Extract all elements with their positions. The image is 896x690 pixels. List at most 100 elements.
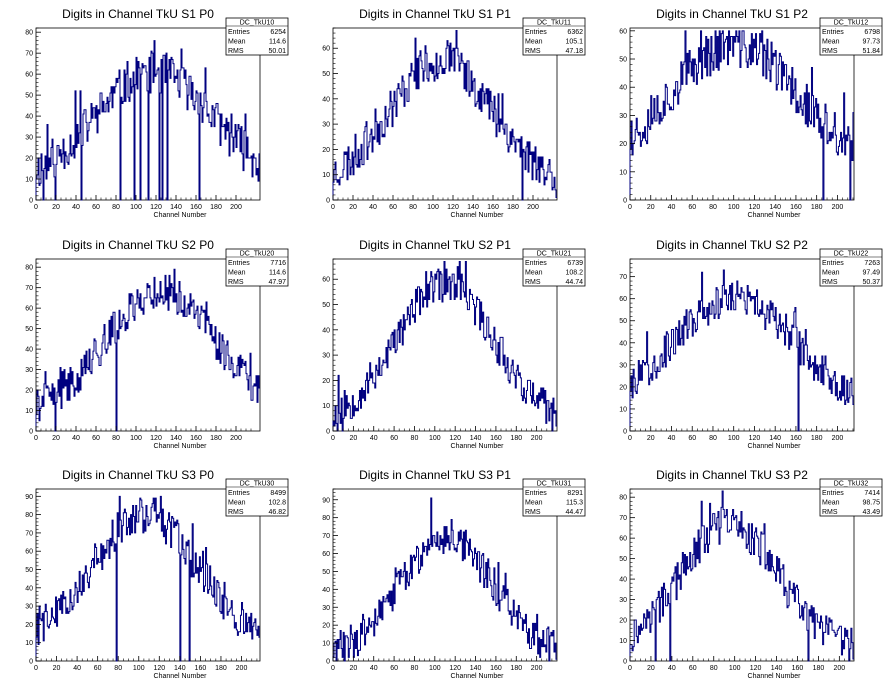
x-tick-label: 200 <box>834 665 846 672</box>
y-tick-label: 70 <box>619 515 627 522</box>
x-tick-label: 180 <box>811 204 823 211</box>
y-tick-label: 0 <box>326 198 330 205</box>
y-tick-label: 10 <box>25 640 33 647</box>
y-tick-label: 0 <box>29 198 33 205</box>
histogram-series <box>629 269 854 432</box>
stats-label: Entries <box>822 490 844 497</box>
stats-value: 98.75 <box>862 500 880 507</box>
y-tick-label: 60 <box>25 549 33 556</box>
y-tick-label: 0 <box>623 198 627 205</box>
stats-name: DC_TkU32 <box>834 481 869 488</box>
stats-label: Entries <box>228 490 250 497</box>
x-tick-label: 140 <box>771 665 783 672</box>
stats-value: 46.82 <box>268 509 286 516</box>
y-tick-label: 0 <box>623 429 627 436</box>
x-tick-label: 20 <box>52 204 60 211</box>
x-tick-label: 20 <box>647 435 655 442</box>
stats-value: 97.73 <box>862 39 880 46</box>
x-axis-label: Channel Number <box>748 443 802 450</box>
stats-value: 7414 <box>864 490 880 497</box>
y-tick-label: 20 <box>25 156 33 163</box>
y-tick-label: 20 <box>619 618 627 625</box>
chart-title: Digits in Channel TkU S3 P0 <box>62 468 214 482</box>
stats-value: 6798 <box>864 29 880 36</box>
plot-frame <box>629 27 855 201</box>
x-tick-label: 0 <box>331 665 335 672</box>
y-tick-label: 40 <box>322 96 330 103</box>
x-tick-label: 80 <box>710 665 718 672</box>
x-tick-label: 180 <box>215 665 227 672</box>
y-tick-label: 40 <box>619 85 627 92</box>
y-tick-label: 50 <box>619 57 627 64</box>
stats-label: RMS <box>525 48 541 55</box>
plot-frame <box>629 258 855 432</box>
stats-label: RMS <box>228 48 244 55</box>
y-tick-label: 40 <box>25 114 33 121</box>
y-tick-label: 50 <box>322 71 330 78</box>
x-tick-label: 200 <box>230 435 242 442</box>
x-tick-label: 60 <box>688 435 696 442</box>
x-tick-label: 180 <box>507 204 519 211</box>
x-tick-label: 200 <box>230 204 242 211</box>
y-tick-label: 70 <box>619 274 627 281</box>
y-tick-label: 50 <box>25 567 33 574</box>
stats-value: 7716 <box>270 260 286 267</box>
chart-title: Digits in Channel TkU S3 P1 <box>359 468 511 482</box>
x-tick-label: 40 <box>369 204 377 211</box>
stats-label: Entries <box>822 260 844 267</box>
x-tick-label: 160 <box>195 665 207 672</box>
stats-value: 6254 <box>270 29 286 36</box>
chart-title: Digits in Channel TkU S1 P0 <box>62 7 214 21</box>
stats-value: 47.18 <box>565 48 583 55</box>
x-tick-label: 40 <box>668 204 676 211</box>
stats-label: Entries <box>525 260 547 267</box>
y-tick-label: 20 <box>619 384 627 391</box>
stats-value: 8291 <box>567 490 583 497</box>
x-axis-label: Channel Number <box>154 443 208 450</box>
x-tick-label: 40 <box>668 435 676 442</box>
y-tick-label: 80 <box>25 265 33 272</box>
x-tick-label: 160 <box>190 204 202 211</box>
y-tick-label: 60 <box>25 306 33 313</box>
stats-name: DC_TkU20 <box>240 251 275 258</box>
y-tick-label: 30 <box>322 122 330 129</box>
stats-label: RMS <box>525 279 541 286</box>
y-tick-label: 90 <box>322 497 330 504</box>
x-tick-label: 60 <box>390 435 398 442</box>
y-tick-label: 10 <box>619 169 627 176</box>
y-tick-label: 10 <box>25 177 33 184</box>
y-tick-label: 40 <box>619 340 627 347</box>
x-axis-label: Channel Number <box>451 443 505 450</box>
x-tick-label: 60 <box>389 204 397 211</box>
y-tick-label: 30 <box>322 353 330 360</box>
y-tick-label: 80 <box>25 30 33 37</box>
stats-box <box>819 478 883 517</box>
y-tick-label: 30 <box>619 362 627 369</box>
x-axis-label: Channel Number <box>451 673 505 680</box>
stats-value: 44.74 <box>565 279 583 286</box>
stats-label: RMS <box>822 509 838 516</box>
stats-name: DC_TkU12 <box>834 20 869 27</box>
histogram-panel: Digits in Channel TkU S1 P10 20 40 60 80 100 1… <box>322 7 586 219</box>
x-tick-label: 0 <box>34 665 38 672</box>
stats-label: Entries <box>822 29 844 36</box>
x-tick-label: 140 <box>769 435 781 442</box>
histogram-series <box>629 490 854 662</box>
stats-box <box>819 17 883 56</box>
histogram-series <box>629 30 854 201</box>
y-tick-label: 40 <box>322 327 330 334</box>
stats-label: Mean <box>228 270 246 277</box>
x-tick-label: 60 <box>390 665 398 672</box>
x-tick-label: 60 <box>688 204 696 211</box>
stats-name: DC_TkU21 <box>537 251 572 258</box>
x-tick-label: 80 <box>409 204 417 211</box>
x-tick-label: 60 <box>94 665 102 672</box>
y-tick-label: 20 <box>322 623 330 630</box>
x-tick-label: 200 <box>236 665 248 672</box>
chart-title: Digits in Channel TkU S1 P1 <box>359 7 511 21</box>
y-tick-label: 30 <box>25 367 33 374</box>
y-tick-label: 10 <box>619 406 627 413</box>
y-tick-label: 50 <box>25 326 33 333</box>
histogram-panel: Digits in Channel TkU S1 P20 20 40 60 80 100 1… <box>619 7 883 219</box>
y-tick-label: 50 <box>619 556 627 563</box>
